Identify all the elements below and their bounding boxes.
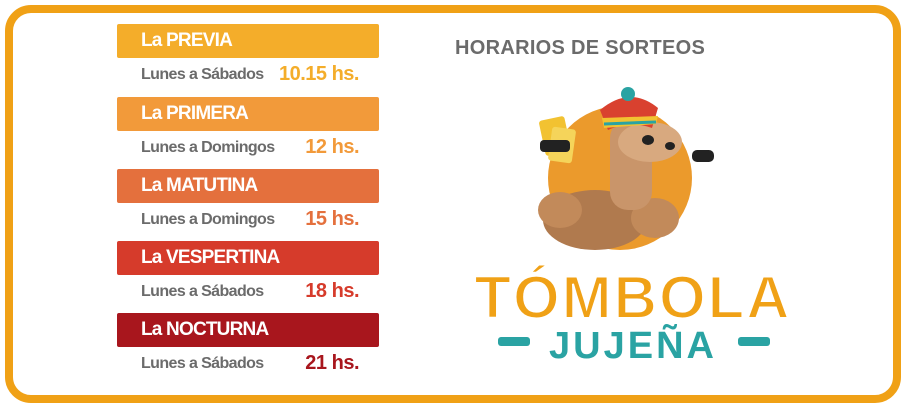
draw-item-previa: La PREVIA Lunes a Sábados 10.15 hs. [117,24,379,90]
right-dash [738,337,770,346]
draw-name: La VESPERTINA [117,241,379,275]
logo-line2: JUJEÑA [549,323,717,367]
draw-item-nocturna: La NOCTURNA Lunes a Sábados 21 hs. [117,313,379,379]
draw-name: La MATUTINA [117,169,379,203]
draw-time: 10.15 hs. [278,63,360,85]
draw-time: 12 hs. [305,136,359,158]
logo-line1: TÓMBOLA [474,264,791,331]
draw-days: Lunes a Sábados [141,283,264,300]
draw-days: Lunes a Sábados [141,355,264,372]
left-dash [498,337,530,346]
draw-days: Lunes a Domingos [141,139,275,156]
llama-mascot-icon [538,87,714,250]
schedule-heading: HORARIOS DE SORTEOS [455,37,706,59]
draw-item-vespertina: La VESPERTINA Lunes a Sábados 18 hs. [117,241,379,307]
draw-item-primera: La PRIMERA Lunes a Domingos 12 hs. [117,97,379,163]
draw-item-matutina: La MATUTINA Lunes a Domingos 15 hs. [117,169,379,235]
draw-days: Lunes a Sábados [141,66,264,83]
draw-time: 15 hs. [305,208,359,230]
draw-time: 18 hs. [305,280,359,302]
draw-days: Lunes a Domingos [141,211,275,228]
draw-time: 21 hs. [305,352,359,374]
draw-name: La PRIMERA [117,97,379,131]
draw-name: La PREVIA [117,24,379,58]
draw-name: La NOCTURNA [117,313,379,347]
tombola-jujena-logo: TÓMBOLA JUJEÑA [473,87,791,367]
